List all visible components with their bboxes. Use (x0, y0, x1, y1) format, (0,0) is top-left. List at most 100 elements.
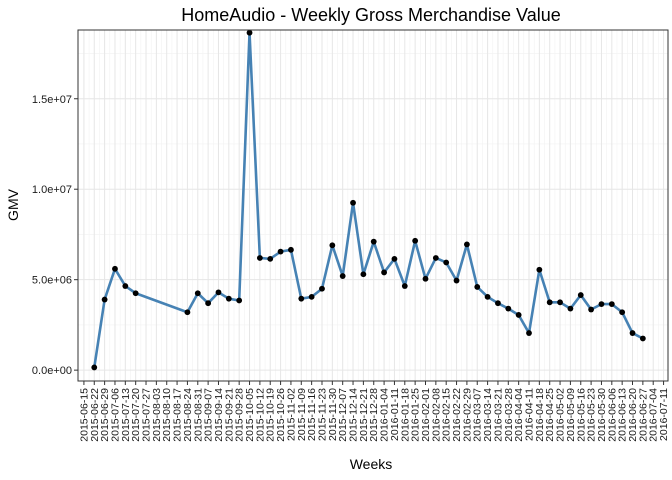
x-tick-label: 2015-11-30 (327, 388, 339, 441)
x-tick-label: 2015-09-28 (234, 388, 246, 442)
gmv-data-point (588, 306, 595, 313)
y-tick-label: 1.5e+07 (32, 94, 72, 106)
x-tick-label: 2015-12-07 (337, 388, 349, 442)
x-tick-label: 2015-10-05 (244, 388, 256, 442)
gmv-data-point (288, 246, 294, 253)
x-tick-label: 2016-06-27 (637, 388, 649, 442)
x-tick-label: 2015-12-14 (348, 388, 360, 442)
x-tick-label: 2015-06-29 (99, 388, 111, 442)
x-tick-label: 2016-05-02 (555, 388, 567, 442)
x-tick-label: 2016-02-01 (420, 388, 432, 442)
x-tick-label: 2015-07-20 (130, 388, 142, 442)
gmv-data-point (225, 295, 232, 302)
grid-minor (78, 30, 668, 381)
gmv-data-point (608, 301, 615, 308)
gmv-data-point (215, 289, 222, 296)
gmv-data-point (277, 248, 284, 255)
x-tick-label: 2016-02-22 (451, 388, 463, 442)
plot-border (77, 29, 669, 382)
x-tick-label: 2016-03-21 (492, 388, 504, 442)
gmv-data-point (256, 255, 263, 261)
plot-background (78, 30, 668, 381)
gmv-data-point (298, 295, 305, 302)
x-tick-label: 2015-11-09 (296, 388, 308, 441)
gmv-data-point (205, 300, 212, 307)
x-tick-label: 2015-06-15 (78, 388, 90, 442)
y-axis-label: GMV (5, 188, 21, 221)
x-tick-label: 2016-03-07 (472, 388, 484, 442)
gmv-data-point (246, 29, 253, 36)
x-axis: 2015-06-152015-06-222015-06-292015-07-06… (78, 381, 670, 442)
x-tick-label: 2016-07-04 (648, 388, 660, 442)
gmv-data-point (484, 293, 491, 300)
gmv-data-point (122, 283, 129, 289)
gmv-data-point (463, 241, 470, 248)
x-tick-label: 2016-01-11 (389, 388, 401, 441)
x-tick-label: 2016-05-30 (596, 388, 608, 442)
x-tick-label: 2015-08-24 (182, 388, 194, 442)
gmv-data-point (567, 305, 574, 312)
gmv-data-point (453, 277, 460, 284)
x-tick-label: 2016-01-25 (410, 388, 422, 442)
gmv-data-point (639, 335, 646, 342)
gmv-data-point (112, 265, 118, 272)
x-tick-label: 2015-11-23 (316, 388, 328, 441)
x-tick-label: 2016-05-23 (586, 388, 598, 442)
x-tick-label: 2015-07-13 (120, 388, 132, 442)
gmv-data-point (629, 330, 636, 336)
x-tick-label: 2015-08-31 (192, 388, 204, 442)
x-tick-label: 2016-04-25 (544, 388, 556, 442)
series-points-group (91, 29, 646, 371)
x-tick-label: 2015-08-10 (161, 388, 173, 442)
gmv-data-point (132, 290, 139, 297)
grid-major (78, 30, 668, 381)
gmv-data-point (184, 309, 191, 316)
gmv-data-point (495, 300, 501, 307)
gmv-data-point (546, 299, 553, 306)
x-tick-label: 2015-09-07 (203, 388, 215, 442)
x-tick-label: 2016-03-14 (482, 388, 494, 442)
gmv-data-point (422, 275, 429, 282)
gmv-data-point (598, 301, 605, 308)
gmv-data-point (360, 271, 367, 278)
gmv-data-point (432, 255, 439, 261)
x-tick-label: 2016-05-09 (565, 388, 577, 442)
x-tick-label: 2015-12-28 (368, 388, 380, 442)
gmv-data-point (391, 255, 398, 262)
x-tick-label: 2015-10-19 (265, 388, 277, 442)
x-tick-label: 2016-04-18 (534, 388, 546, 442)
x-tick-label: 2015-10-12 (254, 388, 266, 442)
gmv-data-point (370, 238, 377, 245)
gmv-data-point (401, 283, 408, 289)
x-tick-label: 2015-06-22 (89, 388, 101, 442)
gmv-data-point (515, 312, 522, 318)
x-tick-label: 2016-03-28 (503, 388, 515, 442)
gmv-data-point (329, 242, 336, 249)
gmv-data-point (412, 237, 419, 244)
x-tick-label: 2015-11-02 (285, 388, 297, 441)
x-tick-label: 2016-01-04 (379, 388, 391, 442)
x-tick-label: 2015-08-03 (151, 388, 163, 442)
x-tick-label: 2015-07-27 (141, 388, 153, 442)
chart-title: HomeAudio - Weekly Gross Merchandise Val… (181, 5, 561, 25)
gmv-data-point (381, 269, 387, 276)
x-tick-label: 2015-09-21 (223, 388, 235, 442)
x-tick-label: 2016-01-18 (399, 388, 411, 442)
gmv-data-point (339, 273, 346, 279)
gmv-data-point (319, 285, 325, 292)
gmv-data-point (619, 309, 626, 316)
gmv-data-point (267, 255, 274, 262)
gmv-data-point (236, 297, 243, 304)
y-tick-label: 1.0e+07 (32, 184, 72, 196)
gmv-data-point (350, 199, 356, 206)
plot-area (77, 29, 669, 382)
gmv-data-point (474, 284, 481, 290)
x-tick-label: 2016-04-11 (524, 388, 536, 441)
x-tick-label: 2016-07-11 (658, 388, 670, 441)
gmv-data-point (101, 296, 108, 303)
x-tick-label: 2016-02-15 (441, 388, 453, 442)
x-tick-label: 2016-02-29 (461, 388, 473, 442)
gmv-data-point (505, 305, 512, 312)
gmv-data-point (536, 266, 543, 273)
